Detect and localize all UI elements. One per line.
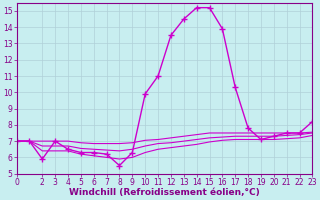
X-axis label: Windchill (Refroidissement éolien,°C): Windchill (Refroidissement éolien,°C): [69, 188, 260, 197]
